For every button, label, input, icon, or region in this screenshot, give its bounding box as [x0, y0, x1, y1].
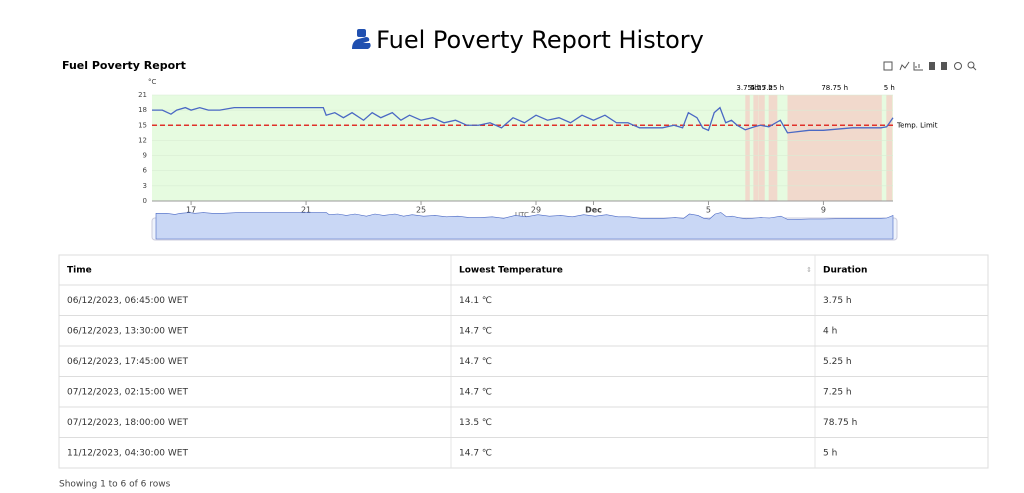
band-label: 5 h	[884, 84, 895, 92]
band	[787, 95, 882, 201]
table-cell: 7.25 h	[823, 387, 852, 397]
table-cell: 14.7 ℃	[459, 357, 492, 367]
band-label: 7.25 h	[762, 84, 784, 92]
table-cell: 14.7 ℃	[459, 326, 492, 336]
toolbar[interactable]	[883, 61, 977, 71]
column-header: Time	[67, 266, 92, 276]
y-tick-label: 15	[138, 121, 147, 129]
table-cell: 4 h	[823, 326, 837, 336]
table-cell: 14.7 ℃	[459, 387, 492, 397]
x-tick-label: 5	[706, 206, 711, 215]
table-frame	[58, 254, 989, 469]
column-header: Duration	[823, 266, 867, 276]
table-cell: 06/12/2023, 17:45:00 WET	[67, 357, 188, 367]
band	[886, 95, 893, 201]
y-tick-label: 18	[138, 106, 147, 114]
table-cell: 07/12/2023, 18:00:00 WET	[67, 418, 188, 428]
table-cell: 5.25 h	[823, 357, 852, 367]
band	[758, 95, 765, 201]
band-label: 78.75 h	[821, 84, 848, 92]
table-cell: 14.1 ℃	[459, 296, 492, 306]
x-tick-label: 29	[531, 206, 541, 215]
y-tick-label: 6	[143, 167, 148, 175]
x-tick-label: 21	[301, 206, 311, 215]
y-tick-label: 9	[143, 152, 147, 160]
line-series	[152, 106, 894, 134]
table-cell: 07/12/2023, 02:15:00 WET	[67, 387, 188, 397]
table: Time Lowest Temperature Duration ⇕ 06/12/202…	[58, 254, 989, 469]
band-label: 5.25 h	[750, 84, 772, 92]
x-tick-label: 17	[186, 206, 196, 215]
y-tick-label: 21	[138, 91, 147, 99]
x-tick-label: Dec	[585, 206, 602, 215]
table-cell: 5 h	[823, 448, 837, 458]
table-cell: 06/12/2023, 13:30:00 WET	[67, 326, 188, 336]
table-cell: 11/12/2023, 04:30:00 WET	[67, 448, 188, 458]
band	[768, 95, 778, 201]
y-tick-label: 12	[138, 136, 147, 144]
band	[745, 95, 750, 201]
y-tick-label: 0	[143, 197, 147, 205]
y-tick-label: 3	[143, 182, 147, 190]
chart-title: Fuel Poverty Report	[62, 59, 186, 72]
title-icon	[352, 29, 371, 49]
x-tick-label: 9	[821, 206, 826, 215]
threshold-label: Temp. Limit	[896, 121, 938, 129]
navigator-line	[155, 212, 894, 240]
plot-area	[152, 95, 893, 201]
sort-icon: ⇕	[806, 266, 812, 274]
band	[753, 95, 759, 201]
column-header: Lowest Temperature	[459, 266, 563, 276]
table-cell: 06/12/2023, 06:45:00 WET	[67, 296, 188, 306]
table-cell: 14.7 ℃	[459, 448, 492, 458]
band-label: 3.75 h	[736, 84, 758, 92]
page-title: Fuel Poverty Report History	[376, 26, 704, 54]
x-tick-label: 25	[416, 206, 426, 215]
band-label: 4 h	[750, 84, 761, 92]
table-footer: Showing 1 to 6 of 6 rows	[59, 480, 171, 490]
x-axis-label: UTC	[515, 211, 529, 219]
table-cell: 3.75 h	[823, 296, 852, 306]
y-axis-label: °C	[148, 78, 157, 86]
table-cell: 78.75 h	[823, 418, 857, 428]
table-cell: 13.5 ℃	[459, 418, 492, 428]
